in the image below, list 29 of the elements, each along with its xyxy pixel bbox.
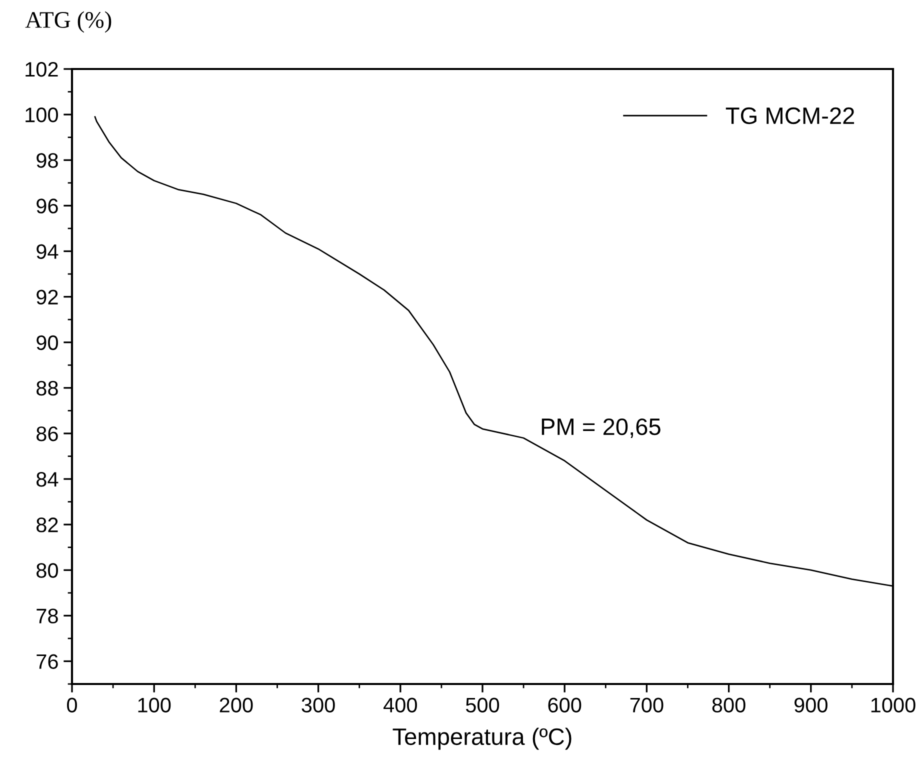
x-tick-label: 500 — [466, 698, 500, 712]
x-tick-label: 0 — [67, 698, 77, 712]
legend-label: TG MCM-22 — [726, 107, 854, 124]
y-tick-label: 100 — [26, 108, 58, 122]
x-axis-title: Temperatura (ºC) — [392, 728, 572, 750]
y-tick-label: 90 — [36, 335, 58, 350]
x-tick-label: 900 — [794, 698, 828, 712]
x-tick-label: 800 — [712, 698, 746, 712]
x-tick-label: 700 — [630, 698, 664, 712]
y-tick-label: 84 — [36, 472, 58, 487]
x-tick-label: 1000 — [871, 698, 916, 712]
y-tick-label: 76 — [36, 654, 58, 669]
y-tick-label: 98 — [36, 153, 58, 168]
y-tick-label: 94 — [36, 244, 58, 259]
x-tick-label: 600 — [548, 698, 582, 712]
x-tick-label: 400 — [384, 698, 417, 712]
y-tick-label: 82 — [36, 518, 58, 532]
x-tick-label: 100 — [138, 698, 171, 712]
x-tick-label: 300 — [302, 698, 335, 712]
y-tick-label: 96 — [36, 198, 58, 214]
y-tick-label: 86 — [36, 426, 58, 442]
y-tick-label: 80 — [36, 563, 58, 578]
x-tick-label: 200 — [220, 698, 253, 712]
annotation: PM = 20,65 — [542, 418, 660, 438]
y-tick-label: 92 — [36, 290, 58, 305]
y-tick-label: 78 — [36, 608, 58, 624]
y-tick-label: 88 — [36, 380, 58, 396]
y-tick-label: 102 — [26, 62, 58, 77]
y-axis-title: ATG (%) — [25, 11, 112, 33]
